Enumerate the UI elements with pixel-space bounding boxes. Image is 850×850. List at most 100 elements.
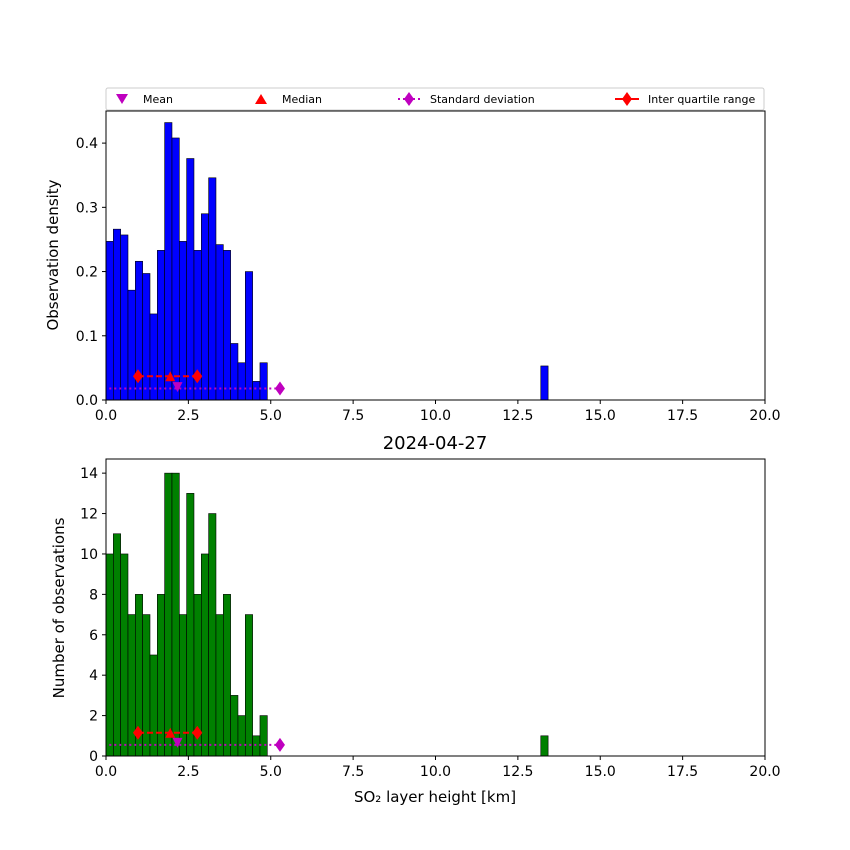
density-bar [142,273,151,401]
count-mean-marker [172,737,183,748]
density-bar [149,313,158,401]
count-x-tick-label: 12.5 [502,764,533,780]
density-x-tick-label: 5.0 [260,408,282,424]
count-bar [149,654,158,757]
legend-median-label: Median [282,93,322,106]
count-bar [252,735,261,757]
count-y-tick-label: 8 [89,587,98,603]
count-bar [237,715,246,757]
density-x-tick-label: 7.5 [342,408,364,424]
count-bar [105,553,114,757]
density-bar [120,234,129,401]
density-bar [171,137,180,401]
density-bar [245,271,253,401]
count-bars [105,472,549,757]
density-x-tick-label: 10.0 [420,408,451,424]
density-bar [113,228,121,401]
count-x-tick-label: 0.0 [95,764,117,780]
legend-iqr-marker [622,92,632,106]
count-bar [230,695,239,757]
count-x-tick-label: 7.5 [342,764,364,780]
count-y-tick-label: 14 [80,466,98,482]
density-x-tick-label: 0.0 [95,408,117,424]
density-y-tick-label: 0.0 [76,393,98,409]
count-bar [157,594,165,757]
count-std-marker [274,737,285,752]
density-bar [201,213,209,401]
count-x-axis-label: SO₂ layer height [km] [354,788,516,806]
count-bar [223,594,231,757]
count-y-tick-label: 0 [89,749,98,765]
count-bar [208,513,217,757]
density-bar [252,381,261,401]
density-bar [208,177,217,401]
density-bars [105,122,549,401]
count-bar [164,472,173,757]
density-histogram-panel: 0.0 2.5 5.0 7.5 10.0 12.5 15.0 17.5 20.0 0.0 0.1 0… [44,110,781,424]
density-mean-marker [172,382,183,393]
count-y-tick-label: 12 [80,507,98,523]
density-bar [127,289,136,401]
count-histogram-panel: 2024-04-27 0.0 2.5 5.0 7.5 10.0 12.5 15.0 17.5 2… [50,433,781,806]
density-bar [237,362,246,401]
count-iqr-marker [192,725,203,740]
legend-mean-marker [116,94,128,104]
count-median-marker [165,727,176,738]
density-y-tick-label: 0.4 [76,136,98,152]
count-x-tick-label: 20.0 [749,764,780,780]
density-x-ticks: 0.0 2.5 5.0 7.5 10.0 12.5 15.0 17.5 20.0 [95,400,781,424]
density-x-tick-label: 20.0 [749,408,780,424]
count-x-tick-label: 5.0 [260,764,282,780]
legend-iqr-label: Inter quartile range [648,93,755,106]
count-bar [142,614,151,757]
density-median-marker [165,371,176,382]
count-y-tick-label: 10 [80,547,98,563]
count-stat-markers [109,725,285,752]
density-std-marker [274,381,285,396]
count-bar [186,493,195,757]
count-y-axis-label: Number of observations [50,517,68,698]
density-y-tick-label: 0.1 [76,329,98,345]
density-bar [540,365,549,401]
count-bar [179,614,187,757]
count-iqr-marker [132,725,143,740]
count-bar [259,715,268,757]
density-bar [215,244,224,401]
count-bar [245,614,253,757]
legend-std-label: Standard deviation [430,93,535,106]
count-y-tick-label: 2 [89,709,98,725]
density-bar [230,343,239,401]
density-x-tick-label: 17.5 [667,408,698,424]
density-x-tick-label: 12.5 [502,408,533,424]
count-bar [120,553,129,757]
legend-std-marker [404,92,414,106]
density-bar [157,250,165,401]
count-y-tick-label: 6 [89,628,98,644]
count-x-tick-label: 15.0 [585,764,616,780]
count-x-tick-label: 10.0 [420,764,451,780]
legend-mean-label: Mean [143,93,173,106]
count-bar [540,735,549,757]
legend-median-marker [255,94,267,104]
density-bar [105,241,114,401]
density-bar [186,158,195,401]
density-x-tick-label: 15.0 [585,408,616,424]
density-stat-markers [109,369,285,396]
count-bar [113,533,121,757]
count-x-tick-label: 2.5 [177,764,199,780]
count-y-ticks: 0 2 4 6 8 10 12 14 [80,466,106,765]
density-x-tick-label: 2.5 [177,408,199,424]
count-x-ticks: 0.0 2.5 5.0 7.5 10.0 12.5 15.0 17.5 20.0 [95,756,781,780]
legend-frame [105,87,765,111]
density-bar [259,362,268,401]
density-bar [223,250,231,401]
density-bar [164,122,173,401]
count-panel-title: 2024-04-27 [383,433,488,454]
count-bar [215,614,224,757]
count-bar [171,472,180,757]
density-y-ticks: 0.0 0.1 0.2 0.3 0.4 [76,136,106,409]
count-bar [127,614,136,757]
count-y-tick-label: 4 [89,668,98,684]
density-y-tick-label: 0.3 [76,200,98,216]
